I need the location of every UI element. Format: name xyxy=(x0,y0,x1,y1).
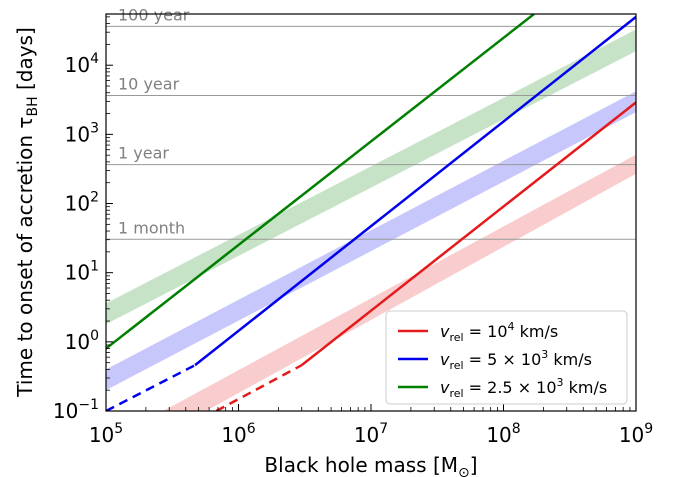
uncertainty-bands xyxy=(106,29,636,411)
reference-line-label: 10 year xyxy=(118,74,180,93)
y-tick-label: 101 xyxy=(65,259,99,285)
series-lines xyxy=(106,14,636,411)
series-3-band xyxy=(106,29,636,325)
series-1-line xyxy=(300,101,636,367)
x-tick-label: 106 xyxy=(221,421,255,447)
series-2-band xyxy=(106,91,636,391)
reference-line-label: 1 month xyxy=(118,218,185,237)
y-axis-label: Time to onset of accretion τBH [days] xyxy=(13,27,41,398)
y-axis-ticks: 10−1 100 101 102 103 104 xyxy=(53,16,113,423)
reference-line-label: 1 year xyxy=(118,144,169,163)
series-2-dashed-line xyxy=(106,364,196,411)
series-2-line xyxy=(194,15,636,367)
series-3-legend-label: vrel = 2.5 × 103 km/s xyxy=(440,376,607,400)
y-tick-label: 104 xyxy=(65,51,99,77)
series-1-dashed-line xyxy=(215,364,303,411)
series-2-legend-label: vrel = 5 × 103 km/s xyxy=(440,348,592,372)
x-tick-label: 105 xyxy=(89,421,123,447)
y-tick-label: 10−1 xyxy=(53,397,99,423)
series-1-band xyxy=(163,154,636,411)
x-axis-ticks: 105 106 107 108 109 xyxy=(89,404,653,447)
y-tick-label: 103 xyxy=(65,120,99,146)
legend-box xyxy=(385,310,628,405)
x-tick-label: 109 xyxy=(619,421,653,447)
y-tick-label: 102 xyxy=(65,190,99,216)
reference-line-label: 100 year xyxy=(118,5,190,24)
x-tick-label: 108 xyxy=(486,421,520,447)
x-axis-label: Black hole mass [M⊙] xyxy=(264,453,477,477)
y-tick-label: 100 xyxy=(65,328,99,354)
series-1-legend-label: vrel = 104 km/s xyxy=(440,320,558,344)
series-3-line xyxy=(106,14,535,350)
x-tick-label: 107 xyxy=(354,421,388,447)
reference-lines: 1 month 1 year 10 year 100 year xyxy=(106,5,636,240)
legend: vrel = 104 km/s vrel = 5 × 103 km/s vrel =… xyxy=(385,310,628,405)
